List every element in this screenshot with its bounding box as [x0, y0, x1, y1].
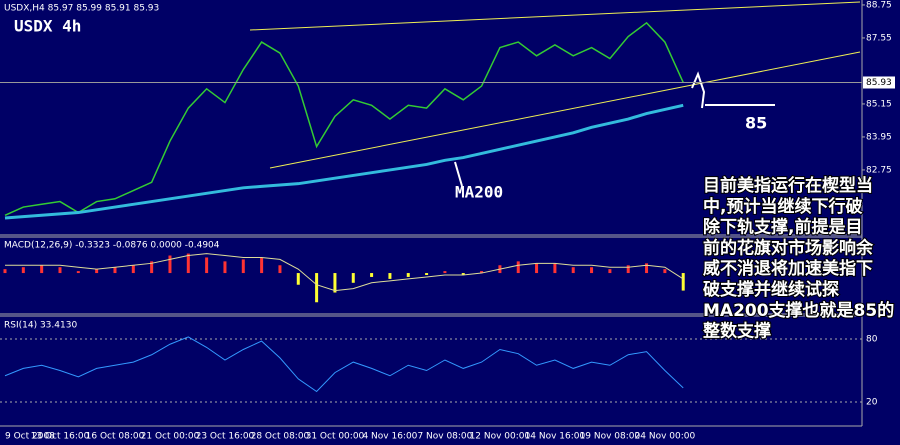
note-line: 破支撑并继续试探 — [703, 279, 839, 300]
macd-bar — [260, 257, 264, 274]
x-tick-label: 23 Oct 16:00 — [196, 432, 255, 442]
y-tick-label: 80 — [866, 335, 878, 345]
macd-bar — [241, 259, 245, 274]
macd-bar — [205, 257, 209, 274]
y-tick-label: 88.75 — [866, 0, 892, 10]
signal-line — [5, 253, 684, 292]
macd-bar — [388, 273, 392, 279]
macd-bar — [40, 265, 44, 274]
note-line: 整数支撑 — [703, 321, 771, 342]
note-line: 除下轨支撑,前提是目 — [703, 217, 862, 238]
macd-bar — [480, 271, 484, 274]
x-tick-label: 19 Nov 08:00 — [580, 432, 641, 442]
macd-bar — [590, 267, 594, 274]
note-line: 中,预计当继续下行破 — [703, 196, 862, 217]
macd-bar — [681, 273, 685, 291]
macd-bar — [186, 253, 190, 274]
macd-bar — [296, 273, 300, 285]
macd-bar — [223, 261, 227, 274]
macd-bar — [406, 273, 410, 277]
macd-bar — [351, 273, 355, 283]
x-tick-label: 14 Nov 16:00 — [525, 432, 586, 442]
x-tick-label: 4 Nov 16:00 — [362, 432, 417, 442]
x-tick-label: 13 Oct 16:00 — [31, 432, 90, 442]
macd-bar — [315, 273, 319, 303]
macd-bar — [608, 269, 612, 274]
rsi-title: RSI(14) 33.4130 — [4, 321, 77, 331]
note-line: 前的花旗对市场影响余 — [703, 237, 874, 258]
macd-bar — [461, 273, 465, 275]
macd-bar — [21, 267, 25, 274]
note-line: 威不消退将加速美指下 — [703, 258, 873, 279]
macd-bar — [131, 265, 135, 274]
x-tick-label: 16 Oct 08:00 — [86, 432, 145, 442]
price-line — [4, 21, 684, 216]
macd-bar — [95, 269, 99, 274]
x-tick-label: 24 Nov 00:00 — [635, 432, 696, 442]
macd-bar — [76, 271, 80, 274]
x-tick-label: 21 Oct 00:00 — [141, 432, 200, 442]
macd-bar — [150, 261, 154, 274]
rsi-line — [4, 336, 684, 393]
macd-bar — [425, 273, 429, 275]
x-tick-label: 28 Oct 08:00 — [251, 432, 310, 442]
y-tick-label: 83.95 — [866, 132, 892, 142]
current-price-box — [863, 76, 895, 89]
macd-bar — [626, 265, 630, 274]
macd-bar — [645, 263, 649, 274]
arrow — [691, 71, 706, 109]
macd-bar — [663, 269, 667, 274]
trendline — [249, 1, 861, 31]
macd-bar — [370, 273, 374, 277]
trendline — [269, 51, 861, 169]
y-tick-label: 85.15 — [866, 99, 892, 109]
chart-title: USDX,H4 85.97 85.99 85.91 85.93 — [4, 4, 159, 14]
macd-bar — [333, 273, 337, 293]
macd-bar — [535, 263, 539, 274]
macd-title: MACD(12,26,9) -0.3323 -0.0876 0.0000 -0.… — [4, 241, 220, 251]
chart-subtitle: USDX 4h — [14, 17, 81, 36]
macd-bar — [113, 267, 117, 274]
x-tick-label: 9 Oct 2008 — [5, 432, 55, 442]
macd-bar — [571, 267, 575, 274]
y-tick-label: 82.75 — [866, 165, 892, 175]
level-label: 85 — [745, 114, 767, 133]
macd-bar — [168, 255, 172, 274]
pointer — [454, 161, 463, 187]
macd-bar — [278, 265, 282, 274]
x-tick-label: 7 Nov 08:00 — [417, 432, 472, 442]
macd-bar — [516, 261, 520, 274]
macd-bar — [553, 263, 557, 274]
note-line: 目前美指运行在楔型当 — [703, 175, 873, 196]
ma-line — [4, 103, 684, 220]
x-tick-label: 31 Oct 00:00 — [306, 432, 365, 442]
macd-bar — [58, 267, 62, 274]
macd-bar — [443, 271, 447, 274]
y-tick-label: 20 — [866, 398, 878, 408]
note-line: MA200支撑也就是85的 — [703, 300, 894, 321]
ma-label: MA200 — [455, 183, 503, 202]
macd-bar — [3, 269, 7, 274]
x-tick-label: 12 Nov 00:00 — [470, 432, 531, 442]
y-tick-label: 87.55 — [866, 33, 892, 43]
current-price-label: 85.93 — [866, 78, 892, 88]
